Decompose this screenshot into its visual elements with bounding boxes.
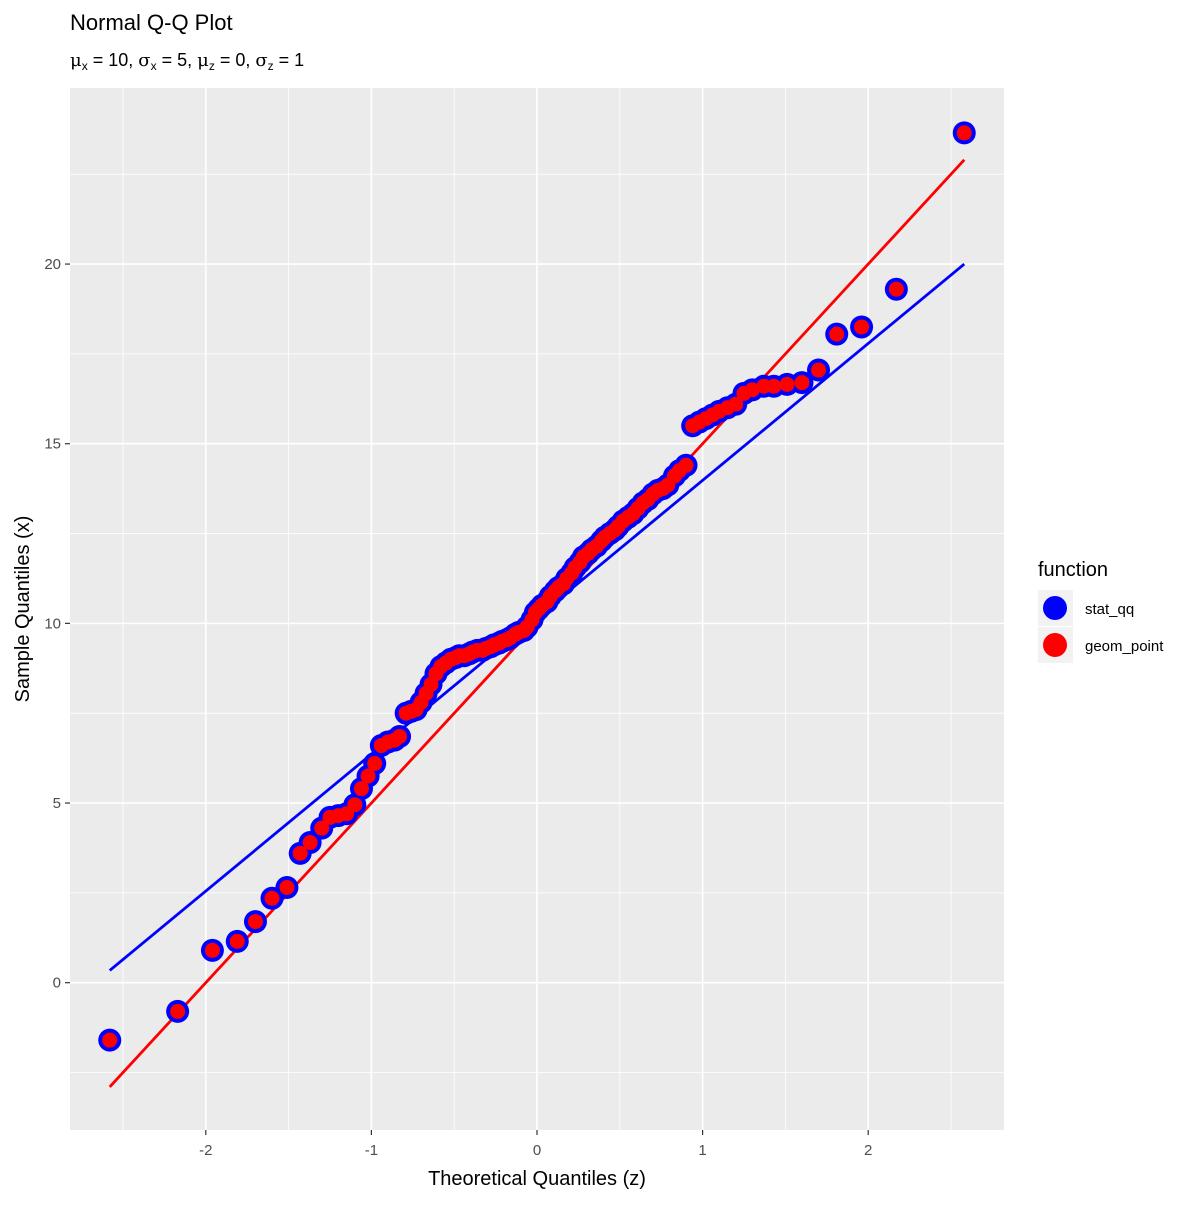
geom-point-point xyxy=(794,375,810,391)
geom-point-point xyxy=(292,845,308,861)
y-tick-label: 15 xyxy=(44,436,61,453)
geom-point-point xyxy=(353,781,369,797)
geom-point-point xyxy=(302,835,318,851)
geom-point-point xyxy=(888,281,904,297)
subtitle-sigma-x-value: 5 xyxy=(177,50,187,70)
geom-point-point xyxy=(314,820,330,836)
x-tick-label: -1 xyxy=(365,1142,378,1159)
geom-point-point xyxy=(392,729,408,745)
geom-point-point xyxy=(811,362,827,378)
legend: function stat_qq geom_point xyxy=(1038,559,1164,663)
geom-point-point xyxy=(102,1032,118,1048)
x-tick-label: 1 xyxy=(698,1142,706,1159)
geom-point-point xyxy=(728,396,744,412)
y-axis-title: Sample Quantiles (x) xyxy=(12,516,34,703)
y-axis: 0 5 10 15 20 xyxy=(44,256,70,992)
y-tick-label: 20 xyxy=(44,256,61,273)
y-tick-label: 5 xyxy=(53,795,61,812)
geom-point-point xyxy=(279,879,295,895)
geom-point-point xyxy=(779,376,795,392)
x-tick-label: 2 xyxy=(864,1142,872,1159)
geom-point-point xyxy=(678,457,694,473)
geom-point-point xyxy=(264,890,280,906)
geom-point-point xyxy=(956,125,972,141)
chart-subtitle: μx = 10, σx = 5, μz = 0, σz = 1 xyxy=(70,50,304,73)
geom-point-point xyxy=(829,326,845,342)
subtitle-mu-x-value: 10 xyxy=(108,50,128,70)
geom-point-point xyxy=(229,933,245,949)
y-tick-label: 0 xyxy=(53,975,61,992)
x-tick-label: -2 xyxy=(199,1142,212,1159)
x-axis-title: Theoretical Quantiles (z) xyxy=(428,1168,646,1190)
geom-point-point xyxy=(360,768,376,784)
legend-keys xyxy=(1038,590,1073,663)
y-tick-label: 10 xyxy=(44,615,61,632)
data-points xyxy=(98,121,976,1052)
legend-key-stat-qq xyxy=(1043,596,1067,620)
geom-point-point xyxy=(854,319,870,335)
subtitle-sigma-z-value: 1 xyxy=(294,50,304,70)
x-tick-label: 0 xyxy=(533,1142,541,1159)
geom-point-point xyxy=(204,942,220,958)
subtitle-mu-z-value: 0 xyxy=(235,50,245,70)
geom-point-point xyxy=(367,756,383,772)
legend-label-stat-qq: stat_qq xyxy=(1085,601,1134,618)
x-axis: -2 -1 0 1 2 xyxy=(199,1130,872,1159)
legend-key-geom-point xyxy=(1043,633,1067,657)
legend-label-geom-point: geom_point xyxy=(1085,638,1164,655)
geom-point-point xyxy=(247,914,263,930)
chart-title: Normal Q-Q Plot xyxy=(70,10,233,35)
geom-point-point xyxy=(766,378,782,394)
legend-title: function xyxy=(1038,559,1108,581)
geom-point-point xyxy=(347,797,363,813)
geom-point-point xyxy=(170,1003,186,1019)
geom-point-point xyxy=(744,382,760,398)
